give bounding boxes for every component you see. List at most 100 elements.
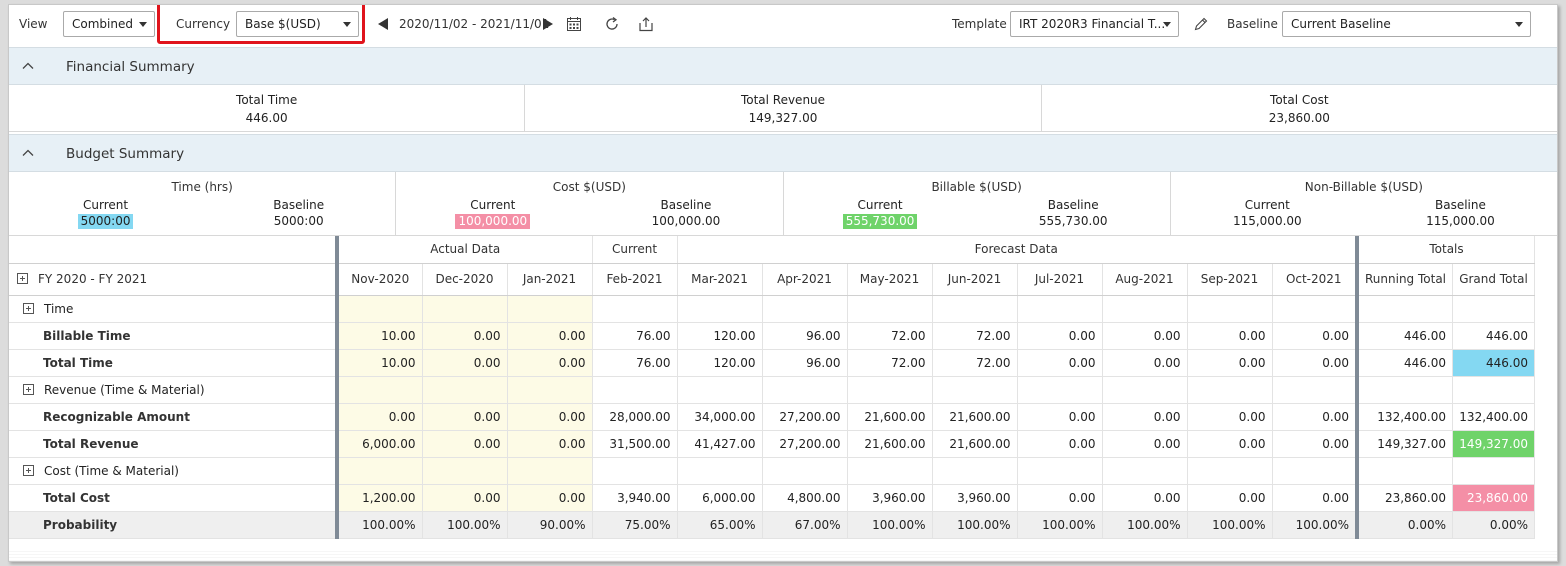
- budget-current-label: Current: [857, 198, 903, 212]
- calendar-icon[interactable]: [563, 13, 585, 35]
- summary-total-revenue: Total Revenue 149,327.00: [525, 85, 1042, 131]
- next-arrow-icon[interactable]: [540, 13, 556, 35]
- column-header[interactable]: Oct-2021: [1272, 263, 1359, 296]
- prev-arrow-icon[interactable]: [375, 13, 391, 35]
- table-cell: [422, 295, 508, 323]
- column-header[interactable]: Aug-2021: [1102, 263, 1188, 296]
- table-cell: 3,960.00: [847, 484, 933, 512]
- column-header[interactable]: Sep-2021: [1187, 263, 1273, 296]
- template-select-value: IRT 2020R3 Financial T...: [1019, 17, 1166, 31]
- row-group-label[interactable]: Revenue (Time & Material): [9, 376, 339, 404]
- budget-baseline-label: Baseline: [660, 198, 712, 212]
- table-cell: 28,000.00: [592, 403, 678, 431]
- column-header[interactable]: Mar-2021: [677, 263, 763, 296]
- table-cell: 0.00: [507, 430, 593, 458]
- row-label: Probability: [9, 511, 339, 539]
- row-label: Billable Time: [9, 322, 339, 350]
- period-selector[interactable]: FY 2020 - FY 2021: [9, 263, 339, 296]
- table-cell: 100.00%: [337, 511, 423, 539]
- budget-baseline: Baseline 100,000.00: [589, 198, 782, 228]
- table-cell: 72.00: [847, 322, 933, 350]
- financial-summary-header[interactable]: Financial Summary: [9, 47, 1557, 85]
- table-cell: 6,000.00: [677, 484, 763, 512]
- table-cell: 21,600.00: [847, 430, 933, 458]
- template-select[interactable]: IRT 2020R3 Financial T...: [1010, 11, 1179, 37]
- expand-icon[interactable]: [23, 383, 34, 395]
- table-cell: [762, 457, 848, 485]
- column-header[interactable]: Jan-2021: [507, 263, 593, 296]
- running-total-cell: 132,400.00: [1357, 403, 1454, 431]
- table-cell: [1272, 295, 1359, 323]
- table-cell: 75.00%: [592, 511, 678, 539]
- table-cell: 27,200.00: [762, 430, 848, 458]
- column-header[interactable]: Nov-2020: [337, 263, 423, 296]
- table-row: Billable Time 10.00 0.00 0.00 76.00 120.00 96.…: [9, 322, 1536, 350]
- table-cell: [847, 376, 933, 404]
- table-cell: 0.00: [507, 322, 593, 350]
- column-header[interactable]: Dec-2020: [422, 263, 508, 296]
- table-cell: 0.00: [1017, 430, 1103, 458]
- table-cell: [762, 376, 848, 404]
- date-range: 2020/11/02 - 2021/11/01: [399, 17, 550, 31]
- pencil-icon[interactable]: [1190, 13, 1212, 35]
- column-header[interactable]: Feb-2021: [592, 263, 678, 296]
- table-cell: [507, 295, 593, 323]
- column-header[interactable]: Jun-2021: [932, 263, 1018, 296]
- table-cell: 1,200.00: [337, 484, 423, 512]
- column-header[interactable]: Jul-2021: [1017, 263, 1103, 296]
- budget-baseline-value: 555,730.00: [1038, 214, 1108, 228]
- grand-total-cell: 132,400.00: [1452, 403, 1536, 431]
- table-cell: [677, 376, 763, 404]
- baseline-select[interactable]: Current Baseline: [1282, 11, 1531, 37]
- table-cell: [1187, 295, 1273, 323]
- table-cell: 72.00: [847, 349, 933, 377]
- column-header[interactable]: Grand Total: [1452, 263, 1536, 296]
- expand-icon[interactable]: [23, 302, 34, 314]
- budget-group: Cost $(USD) Current 100,000.00 Baseline 100,…: [396, 172, 784, 235]
- table-cell: 0.00: [1017, 484, 1103, 512]
- budget-summary-title: Budget Summary: [66, 146, 185, 162]
- column-header[interactable]: Apr-2021: [762, 263, 848, 296]
- table-cell: [677, 295, 763, 323]
- budget-current: Current 115,000.00: [1171, 198, 1364, 229]
- budget-group-title: Time (hrs): [171, 180, 233, 194]
- budget-current: Current 5000:00: [9, 198, 202, 229]
- table-cell: [1102, 376, 1188, 404]
- expand-icon[interactable]: [17, 273, 28, 284]
- summary-label: Total Cost: [1270, 93, 1329, 107]
- chevron-up-icon[interactable]: [21, 146, 35, 160]
- table-cell: 34,000.00: [677, 403, 763, 431]
- table-cell: 96.00: [762, 349, 848, 377]
- refresh-icon[interactable]: [601, 13, 623, 35]
- highlight-box: [157, 5, 365, 44]
- view-select-value: Combined: [72, 17, 133, 31]
- table-cell: [1357, 295, 1454, 323]
- chevron-down-icon: [139, 22, 147, 27]
- table-cell: [337, 457, 423, 485]
- table-cell: 0.00: [1102, 430, 1188, 458]
- row-label: Revenue (Time & Material): [44, 382, 205, 397]
- table-cell: [1187, 376, 1273, 404]
- budget-group-title: Cost $(USD): [552, 180, 626, 194]
- table-cell: 0.00: [1017, 403, 1103, 431]
- table-cell: 0.00: [507, 349, 593, 377]
- table-cell: [1452, 457, 1536, 485]
- currency-select[interactable]: Base $(USD): [236, 11, 359, 37]
- grand-total-cell: 0.00%: [1452, 511, 1536, 539]
- table-cell: [1187, 457, 1273, 485]
- table-cell: 120.00: [677, 349, 763, 377]
- chevron-up-icon[interactable]: [21, 59, 35, 73]
- row-group-label[interactable]: Cost (Time & Material): [9, 457, 339, 485]
- budget-baseline-value: 5000:00: [273, 214, 324, 228]
- running-total-cell: 149,327.00: [1357, 430, 1454, 458]
- expand-icon[interactable]: [23, 464, 34, 476]
- column-header[interactable]: Running Total: [1357, 263, 1454, 296]
- budget-summary-header[interactable]: Budget Summary: [9, 134, 1557, 172]
- table-cell: 100.00%: [847, 511, 933, 539]
- view-select[interactable]: Combined: [63, 11, 155, 37]
- export-icon[interactable]: [635, 13, 657, 35]
- column-header[interactable]: May-2021: [847, 263, 933, 296]
- table-cell: 10.00: [337, 349, 423, 377]
- row-group-label[interactable]: Time: [9, 295, 339, 323]
- table-cell: 120.00: [677, 322, 763, 350]
